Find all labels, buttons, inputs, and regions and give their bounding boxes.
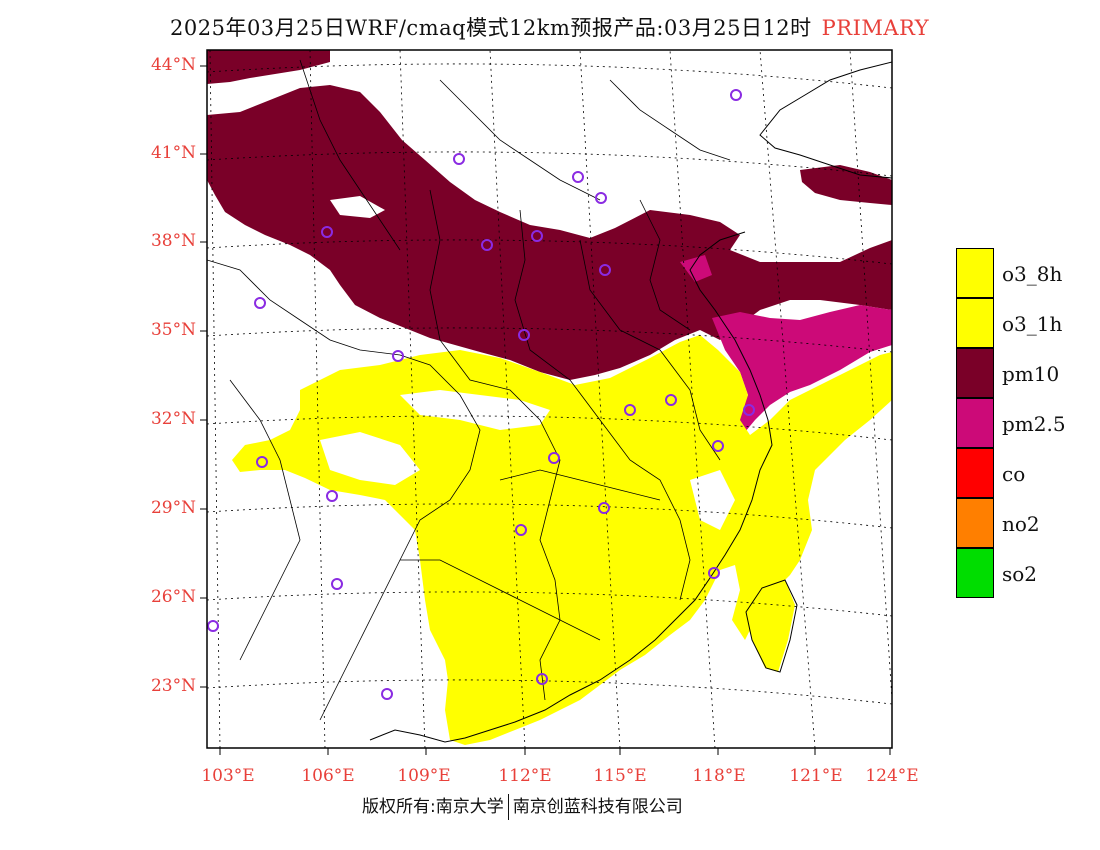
legend-swatch — [956, 248, 994, 298]
station-marker — [743, 404, 755, 416]
station-marker — [624, 404, 636, 416]
coastline — [369, 61, 892, 743]
lon-label: 103°E — [201, 766, 255, 786]
taiwan-outline — [745, 579, 798, 673]
lon-label: 112°E — [498, 766, 552, 786]
lon-label: 118°E — [692, 766, 746, 786]
station-marker — [598, 502, 610, 514]
station-marker — [331, 578, 343, 590]
o3-region-south — [232, 335, 892, 745]
lon-label: 115°E — [593, 766, 647, 786]
o3-taiwan — [745, 580, 795, 672]
station-marker — [595, 192, 607, 204]
lat-label: 44°N — [150, 55, 196, 75]
station-marker — [665, 394, 677, 406]
lat-label: 35°N — [150, 320, 196, 340]
station-marker — [207, 620, 219, 632]
legend-label: so2 — [1002, 562, 1038, 586]
legend-swatch — [956, 498, 994, 548]
legend-label: pm10 — [1002, 362, 1060, 386]
lat-label: 29°N — [150, 498, 196, 518]
pm10-region-north — [207, 50, 330, 84]
footer-separator — [507, 794, 509, 820]
copyright-left: 版权所有:南京大学 — [362, 797, 504, 817]
station-markers — [207, 89, 755, 700]
station-marker — [536, 673, 548, 685]
station-marker — [730, 89, 742, 101]
station-marker — [548, 452, 560, 464]
station-marker — [531, 230, 543, 242]
lon-label: 124°E — [865, 766, 919, 786]
clear-patch-3 — [320, 432, 420, 485]
lon-label: 121°E — [789, 766, 843, 786]
station-marker — [599, 264, 611, 276]
legend-swatch — [956, 398, 994, 448]
legend-label: o3_8h — [1002, 262, 1063, 286]
legend-swatch — [956, 298, 994, 348]
lon-label: 106°E — [301, 766, 355, 786]
station-marker — [515, 524, 527, 536]
legend-swatch — [956, 448, 994, 498]
clear-patch-2 — [400, 390, 550, 430]
station-marker — [254, 297, 266, 309]
legend-label: no2 — [1002, 512, 1040, 536]
map-title: 2025年03月25日WRF/cmaq模式12km预报产品:03月25日12时 P… — [170, 12, 929, 42]
axis-ticks — [200, 65, 891, 755]
legend-label: o3_1h — [1002, 312, 1063, 336]
pm10-region-main — [207, 85, 892, 380]
legend-label: co — [1002, 462, 1026, 486]
lat-label: 26°N — [150, 587, 196, 607]
lat-label: 41°N — [150, 143, 196, 163]
station-marker — [321, 226, 333, 238]
lat-label: 32°N — [150, 409, 196, 429]
clear-patch — [330, 196, 385, 218]
legend-swatch — [956, 548, 994, 598]
station-marker — [381, 688, 393, 700]
title-tag: PRIMARY — [821, 16, 930, 40]
station-marker — [326, 490, 338, 502]
lon-label: 109°E — [397, 766, 451, 786]
graticule — [207, 50, 892, 748]
province-borders — [207, 59, 731, 721]
title-text: 2025年03月25日WRF/cmaq模式12km预报产品:03月25日12时 — [170, 16, 812, 40]
lat-label: 23°N — [150, 676, 196, 696]
station-marker — [256, 456, 268, 468]
legend-label: pm2.5 — [1002, 412, 1066, 436]
legend-swatch — [956, 348, 994, 398]
copyright-right: 南京创蓝科技有限公司 — [512, 797, 683, 817]
lat-label: 38°N — [150, 231, 196, 251]
clear-patch-4 — [690, 470, 735, 530]
station-marker — [453, 153, 465, 165]
station-marker — [572, 171, 584, 183]
pm25-patch-north — [680, 255, 712, 282]
station-marker — [518, 329, 530, 341]
station-marker — [392, 350, 404, 362]
map-frame — [206, 49, 893, 749]
station-marker — [708, 567, 720, 579]
pm25-region-east — [712, 305, 892, 432]
station-marker — [712, 440, 724, 452]
pm10-region-northeast — [800, 165, 892, 205]
copyright-footer: 版权所有:南京大学 南京创蓝科技有限公司 — [362, 792, 683, 820]
station-marker — [481, 239, 493, 251]
